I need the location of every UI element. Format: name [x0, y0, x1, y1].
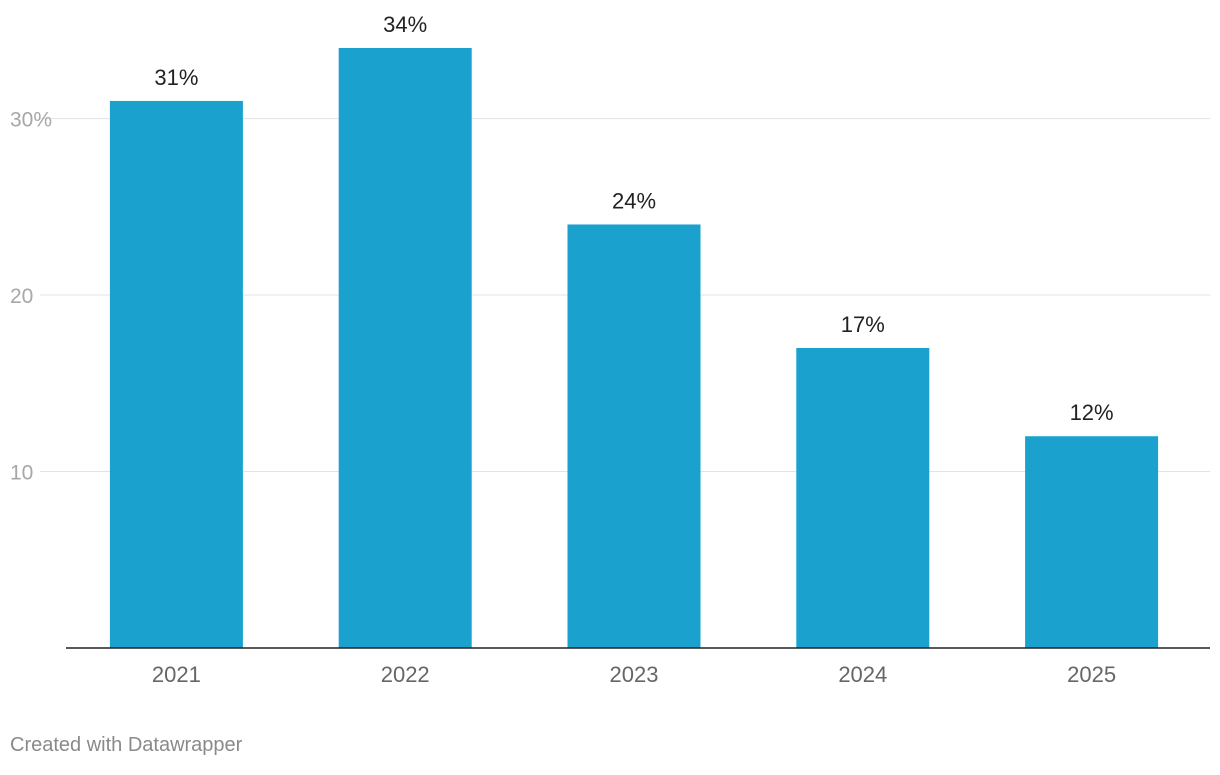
- x-tick-label-2024: 2024: [838, 662, 887, 687]
- y-tick-label: 30%: [10, 109, 52, 132]
- footer-credit: Created with Datawrapper: [10, 734, 243, 756]
- data-label-2021: 31%: [154, 65, 198, 90]
- x-tick-label-2021: 2021: [152, 662, 201, 687]
- y-tick-label: 10: [10, 462, 33, 485]
- x-tick-label-2025: 2025: [1067, 662, 1116, 687]
- bar-2022: [338, 48, 472, 648]
- data-label-2025: 12%: [1070, 400, 1114, 425]
- bar-2021: [109, 100, 243, 649]
- data-label-2022: 34%: [383, 12, 427, 37]
- axes: 10 20 30% 2021 2022 2023 2024 2025: [10, 109, 1210, 687]
- bars: [109, 48, 1159, 649]
- bar-2024: [796, 348, 930, 648]
- y-tick-label: 20: [10, 285, 33, 308]
- bar-2023: [567, 224, 701, 648]
- data-label-2024: 17%: [841, 312, 885, 337]
- data-labels: 31% 34% 24% 17% 12%: [154, 12, 1113, 425]
- bar-2025: [1025, 436, 1159, 648]
- data-label-2023: 24%: [612, 188, 656, 213]
- x-tick-label-2022: 2022: [381, 662, 430, 687]
- x-tick-label-2023: 2023: [610, 662, 659, 687]
